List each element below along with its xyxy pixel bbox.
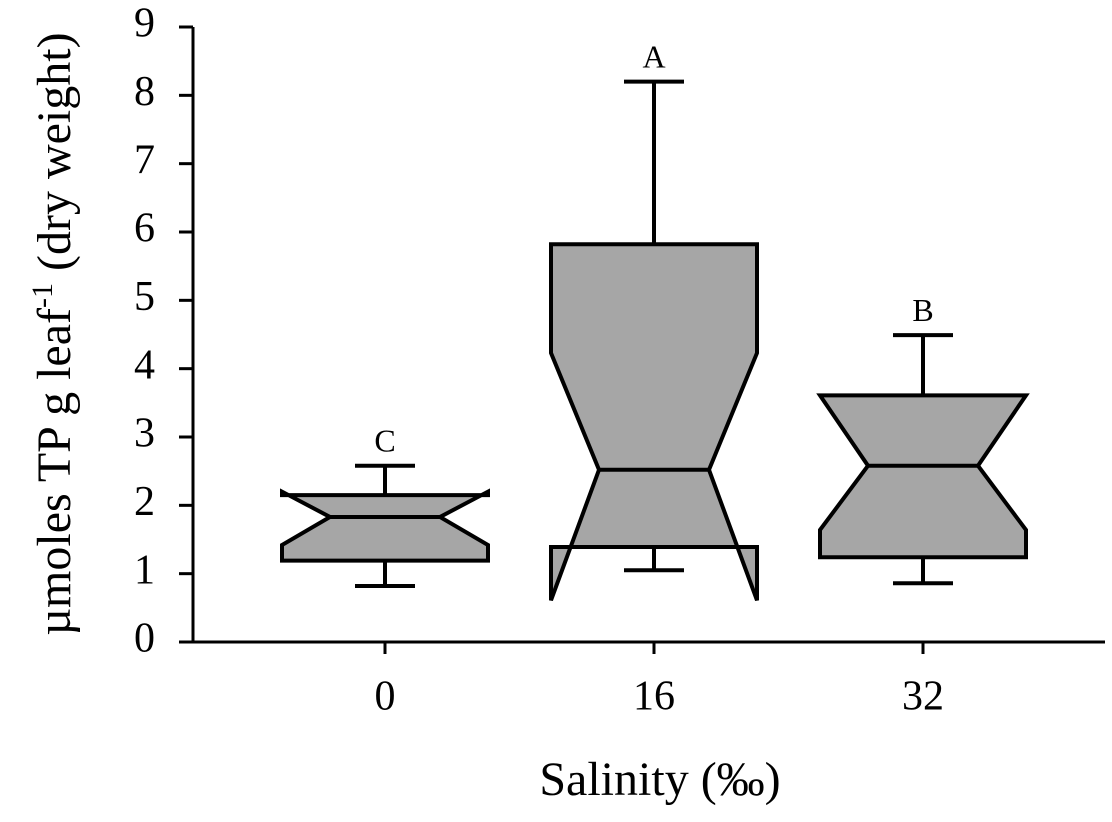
y-tick-label: 2 — [134, 479, 155, 525]
group-letter: B — [912, 292, 933, 328]
y-axis-title-superscript: -1 — [26, 283, 59, 308]
y-tick-label: 5 — [134, 274, 155, 320]
box — [816, 393, 1030, 560]
y-tick-label: 4 — [134, 342, 155, 388]
y-tick-label: 8 — [134, 69, 155, 115]
y-tick-label: 0 — [134, 616, 155, 662]
x-tick-label: 0 — [375, 674, 396, 720]
x-axis-title: Salinity (‰) — [539, 753, 780, 806]
y-tick-label: 6 — [134, 206, 155, 252]
x-tick-label: 16 — [633, 674, 675, 720]
y-tick-label: 3 — [134, 411, 155, 457]
x-tick-label: 32 — [902, 674, 944, 720]
group-letter: A — [642, 39, 665, 75]
group-letter: C — [374, 423, 395, 459]
y-tick-label: 7 — [134, 137, 155, 183]
y-axis-title-text: µmoles TP g leaf — [28, 308, 81, 636]
y-tick-label: 9 — [134, 1, 155, 47]
y-axis-title: µmoles TP g leaf-1 (dry weight) — [26, 32, 81, 635]
box — [280, 488, 490, 563]
y-axis-title-suffix: (dry weight) — [28, 32, 81, 271]
y-tick-label: 1 — [134, 547, 155, 593]
box — [549, 242, 759, 602]
